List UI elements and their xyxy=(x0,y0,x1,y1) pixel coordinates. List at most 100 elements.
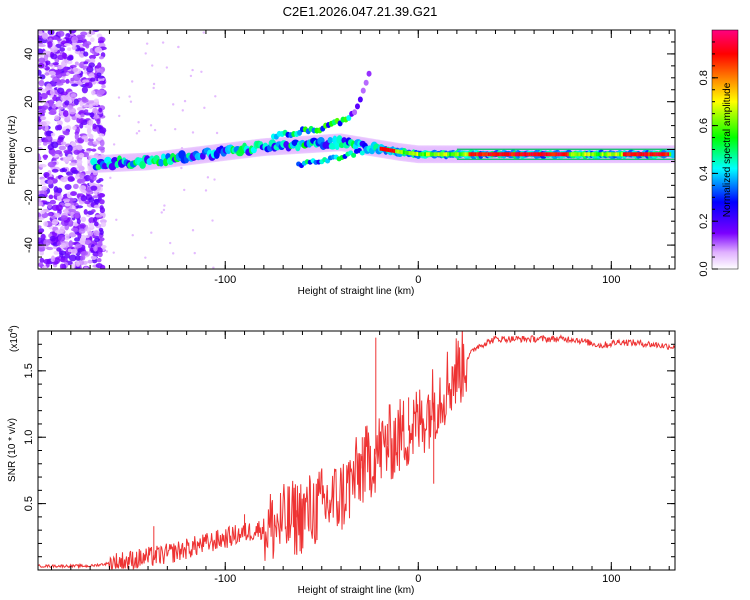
ridge-core xyxy=(493,152,496,157)
ridge-core xyxy=(651,152,654,157)
noise-mark xyxy=(38,69,42,76)
ridge-core xyxy=(605,152,608,157)
noise-mark xyxy=(98,107,103,113)
noise-mark xyxy=(89,134,94,140)
noise-mark xyxy=(150,231,153,234)
noise-mark xyxy=(97,193,106,198)
noise-mark xyxy=(38,30,43,37)
noise-mark xyxy=(214,95,217,98)
noise-mark xyxy=(168,241,172,245)
noise-mark xyxy=(75,144,83,152)
noise-mark xyxy=(56,120,63,126)
noise-mark xyxy=(50,149,56,157)
noise-mark xyxy=(92,216,98,223)
noise-mark xyxy=(79,223,86,229)
noise-mark xyxy=(83,174,91,182)
noise-mark xyxy=(43,154,48,161)
noise-mark xyxy=(39,190,48,195)
noise-mark xyxy=(71,115,77,121)
noise-mark xyxy=(84,41,92,46)
ridge-core xyxy=(609,152,612,157)
noise-mark xyxy=(59,47,66,52)
noise-mark xyxy=(56,247,62,252)
ridge-core xyxy=(393,148,396,153)
noise-mark xyxy=(38,138,42,143)
noise-mark xyxy=(89,54,97,60)
ridge-core xyxy=(383,147,386,152)
noise-mark xyxy=(93,221,99,227)
ridge-core xyxy=(425,152,428,157)
noise-mark xyxy=(153,128,157,132)
noise-mark xyxy=(38,262,44,268)
ridge-core xyxy=(453,152,456,157)
noise-mark xyxy=(54,229,63,234)
noise-mark xyxy=(97,251,103,258)
ridge-core xyxy=(586,152,589,157)
ridge-core xyxy=(406,150,409,155)
noise-mark xyxy=(70,191,77,196)
ridge-core xyxy=(514,152,517,157)
noise-mark xyxy=(129,100,133,103)
noise-mark xyxy=(109,176,112,180)
noise-mark xyxy=(47,179,54,185)
noise-mark xyxy=(71,169,79,174)
noise-mark xyxy=(86,33,93,38)
noise-mark xyxy=(55,72,63,79)
noise-mark xyxy=(57,106,64,110)
noise-mark xyxy=(48,194,54,200)
colorbar-tick-label: 0.6 xyxy=(698,118,710,133)
noise-mark xyxy=(81,86,88,94)
ridge-core xyxy=(451,152,454,157)
ridge-mark xyxy=(336,135,343,144)
ridge-core xyxy=(603,152,606,157)
noise-mark xyxy=(99,219,107,224)
noise-mark xyxy=(38,154,41,161)
ridge-mark xyxy=(178,150,186,159)
ridge-core xyxy=(416,152,419,157)
ridge-core xyxy=(613,152,616,157)
noise-mark xyxy=(69,80,74,84)
noise-mark xyxy=(51,141,59,149)
ridge-core xyxy=(530,152,533,157)
ridge-core xyxy=(624,152,627,157)
noise-mark xyxy=(62,130,70,135)
noise-mark xyxy=(66,55,74,61)
chart-title: C2E1.2026.047.21.39.G21 xyxy=(283,4,438,19)
ridge-core xyxy=(408,151,411,156)
y-tick-label: 20 xyxy=(23,96,35,108)
noise-mark xyxy=(112,143,116,146)
noise-mark xyxy=(52,62,59,66)
noise-mark xyxy=(83,109,89,113)
ridge-core xyxy=(590,152,593,157)
ridge-core xyxy=(555,152,558,157)
x-tick-label: 0 xyxy=(415,274,421,286)
noise-mark xyxy=(60,215,68,221)
ridge-core xyxy=(508,152,511,157)
ridge-core xyxy=(545,152,548,157)
noise-mark xyxy=(84,82,90,87)
noise-mark xyxy=(99,139,105,147)
noise-mark xyxy=(75,266,81,269)
noise-mark xyxy=(57,30,65,37)
noise-mark xyxy=(94,46,102,54)
noise-mark xyxy=(47,41,53,48)
ridge-core xyxy=(559,152,562,157)
noise-mark xyxy=(39,108,46,115)
noise-mark xyxy=(51,139,59,143)
noise-mark xyxy=(204,189,208,192)
noise-mark xyxy=(202,31,205,34)
spectrogram-marks xyxy=(38,30,675,269)
noise-mark xyxy=(48,99,54,107)
ridge-core xyxy=(443,152,446,157)
noise-mark xyxy=(60,95,68,102)
ridge-core xyxy=(476,152,479,157)
noise-mark xyxy=(50,53,58,60)
noise-mark xyxy=(80,113,85,118)
ridge-core xyxy=(404,150,407,155)
ridge-core xyxy=(526,152,529,157)
noise-mark xyxy=(191,131,195,134)
colorbar-label: Normalized spectral amplitude xyxy=(722,82,733,217)
noise-mark xyxy=(61,60,68,67)
noise-mark xyxy=(41,265,48,269)
ridge-core xyxy=(595,152,598,157)
